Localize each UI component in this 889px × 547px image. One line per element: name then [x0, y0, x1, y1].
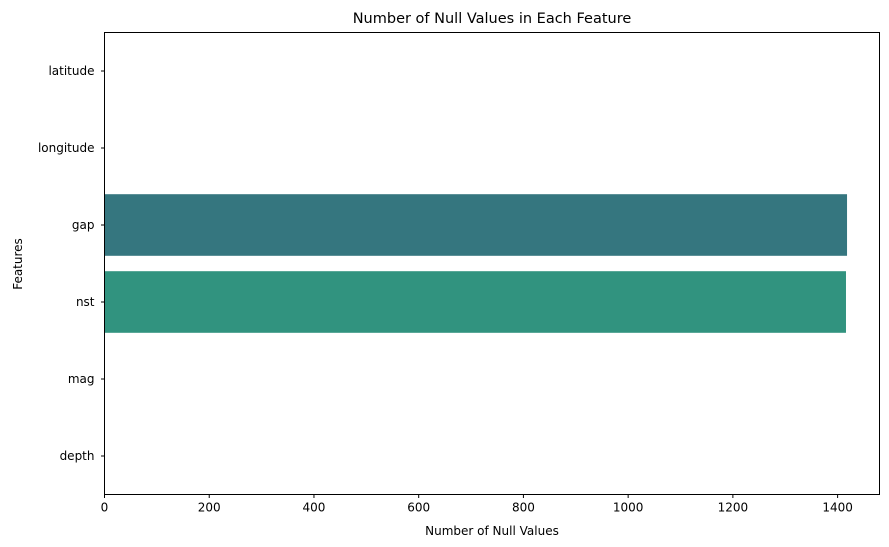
bars-layer: [104, 194, 848, 333]
x-axis-label: Number of Null Values: [425, 524, 559, 538]
bar-nst: [104, 271, 846, 333]
plot-frame: [104, 32, 880, 495]
y-axis: latitude longitude gap nst mag depth: [38, 64, 105, 463]
y-tick-label-gap: gap: [72, 218, 95, 232]
x-tick-label-400: 400: [303, 501, 326, 515]
x-tick-label-600: 600: [407, 501, 430, 515]
bar-gap: [104, 194, 848, 256]
x-tick-label-1200: 1200: [718, 501, 749, 515]
y-tick-label-latitude: latitude: [48, 64, 94, 78]
y-tick-label-longitude: longitude: [38, 141, 95, 155]
x-tick-label-0: 0: [101, 501, 109, 515]
x-tick-label-800: 800: [512, 501, 535, 515]
y-tick-label-mag: mag: [68, 372, 95, 386]
y-tick-label-nst: nst: [76, 295, 95, 309]
y-axis-label: Features: [11, 238, 25, 290]
x-tick-label-200: 200: [198, 501, 221, 515]
x-tick-label-1400: 1400: [822, 501, 853, 515]
y-tick-label-depth: depth: [60, 449, 95, 463]
x-tick-label-1000: 1000: [613, 501, 644, 515]
chart-title: Number of Null Values in Each Feature: [353, 11, 632, 27]
x-axis: 0 200 400 600 800 1000 1200 1400: [101, 494, 853, 515]
